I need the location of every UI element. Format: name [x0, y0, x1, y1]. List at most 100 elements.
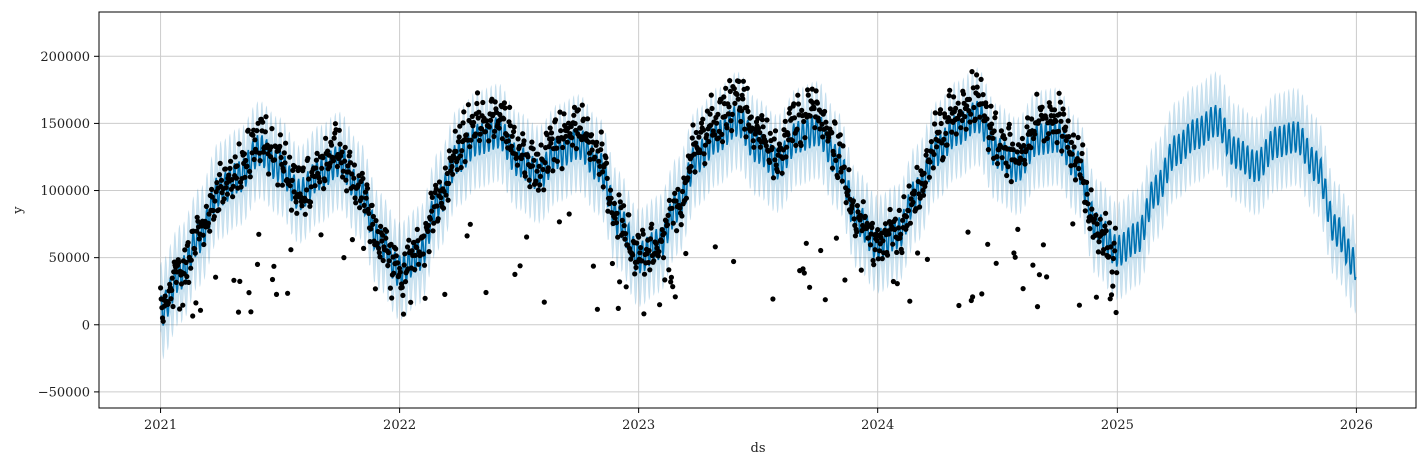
- observed-point: [791, 101, 797, 107]
- observed-point: [349, 171, 355, 177]
- observed-point: [840, 143, 846, 149]
- observed-point: [307, 199, 314, 205]
- observed-point: [1097, 216, 1103, 222]
- observed-point: [1034, 304, 1041, 310]
- observed-point: [402, 279, 409, 285]
- observed-point: [634, 240, 640, 246]
- observed-point: [874, 238, 880, 244]
- observed-point: [755, 116, 761, 122]
- observed-point: [668, 274, 675, 280]
- observed-point: [534, 168, 540, 174]
- observed-point: [773, 162, 779, 168]
- observed-point: [317, 179, 323, 185]
- observed-point: [501, 116, 507, 122]
- observed-point: [476, 109, 482, 115]
- observed-point: [1068, 139, 1075, 145]
- observed-point: [898, 231, 904, 237]
- observed-point: [207, 228, 213, 234]
- observed-point: [228, 158, 234, 164]
- observed-point: [465, 102, 471, 108]
- observed-point: [786, 110, 792, 116]
- observed-point: [911, 188, 917, 194]
- observed-point: [813, 88, 819, 94]
- observed-point: [991, 128, 997, 134]
- observed-point: [368, 226, 374, 232]
- observed-point: [1085, 201, 1091, 207]
- observed-point: [677, 205, 683, 211]
- observed-point: [712, 244, 718, 250]
- observed-point: [988, 103, 994, 109]
- observed-point: [763, 143, 769, 149]
- observed-point: [993, 260, 999, 266]
- observed-point: [363, 195, 369, 201]
- observed-point: [249, 150, 255, 156]
- observed-point: [744, 104, 750, 110]
- observed-point: [594, 139, 600, 145]
- observed-point: [647, 267, 653, 273]
- observed-point: [383, 228, 390, 234]
- observed-point: [985, 147, 992, 153]
- observed-point: [454, 167, 460, 173]
- observed-point: [974, 84, 980, 90]
- observed-point: [1040, 242, 1046, 248]
- observed-point: [809, 86, 815, 92]
- observed-point: [600, 169, 606, 175]
- observed-point: [486, 138, 492, 144]
- observed-point: [619, 217, 625, 223]
- observed-point: [194, 214, 200, 220]
- observed-point: [538, 142, 544, 148]
- observed-point: [621, 223, 627, 229]
- observed-point: [229, 177, 235, 183]
- observed-point: [736, 78, 742, 84]
- observed-point: [701, 151, 707, 157]
- observed-point: [343, 177, 349, 183]
- observed-point: [342, 144, 348, 150]
- observed-point: [740, 96, 746, 102]
- observed-point: [1061, 111, 1067, 117]
- observed-point: [660, 255, 667, 261]
- observed-point: [408, 299, 414, 305]
- observed-point: [1082, 208, 1088, 214]
- observed-point: [932, 110, 938, 116]
- observed-point: [661, 230, 667, 236]
- observed-point: [869, 220, 876, 226]
- observed-point: [598, 129, 604, 135]
- observed-point: [1109, 269, 1115, 275]
- observed-point: [379, 238, 385, 244]
- observed-point: [402, 251, 408, 257]
- observed-point: [460, 120, 466, 126]
- observed-point: [814, 100, 821, 106]
- observed-point: [561, 111, 567, 117]
- observed-point: [757, 130, 763, 136]
- observed-point: [690, 122, 696, 128]
- observed-point: [400, 311, 407, 317]
- observed-point: [300, 165, 306, 171]
- observed-point: [691, 151, 697, 157]
- observed-point: [296, 165, 302, 171]
- observed-point: [811, 105, 817, 112]
- observed-point: [431, 220, 437, 226]
- observed-point: [977, 114, 983, 120]
- observed-point: [807, 284, 813, 290]
- observed-point: [872, 247, 878, 253]
- observed-point: [964, 103, 970, 109]
- observed-point: [992, 115, 998, 121]
- observed-point: [833, 157, 839, 163]
- observed-point: [341, 255, 347, 261]
- observed-point: [971, 104, 977, 111]
- observed-point: [516, 143, 523, 149]
- observed-point: [299, 203, 305, 209]
- observed-point: [1084, 179, 1090, 185]
- observed-point: [254, 261, 261, 267]
- observed-point: [314, 150, 320, 156]
- observed-point: [260, 119, 266, 125]
- observed-point: [288, 207, 295, 213]
- observed-point: [842, 277, 848, 283]
- observed-point: [698, 120, 705, 126]
- observed-point: [492, 99, 498, 105]
- observed-point: [700, 116, 706, 122]
- observed-point: [502, 105, 508, 111]
- observed-point: [212, 198, 218, 204]
- observed-point: [707, 111, 713, 117]
- observed-point: [994, 154, 1000, 160]
